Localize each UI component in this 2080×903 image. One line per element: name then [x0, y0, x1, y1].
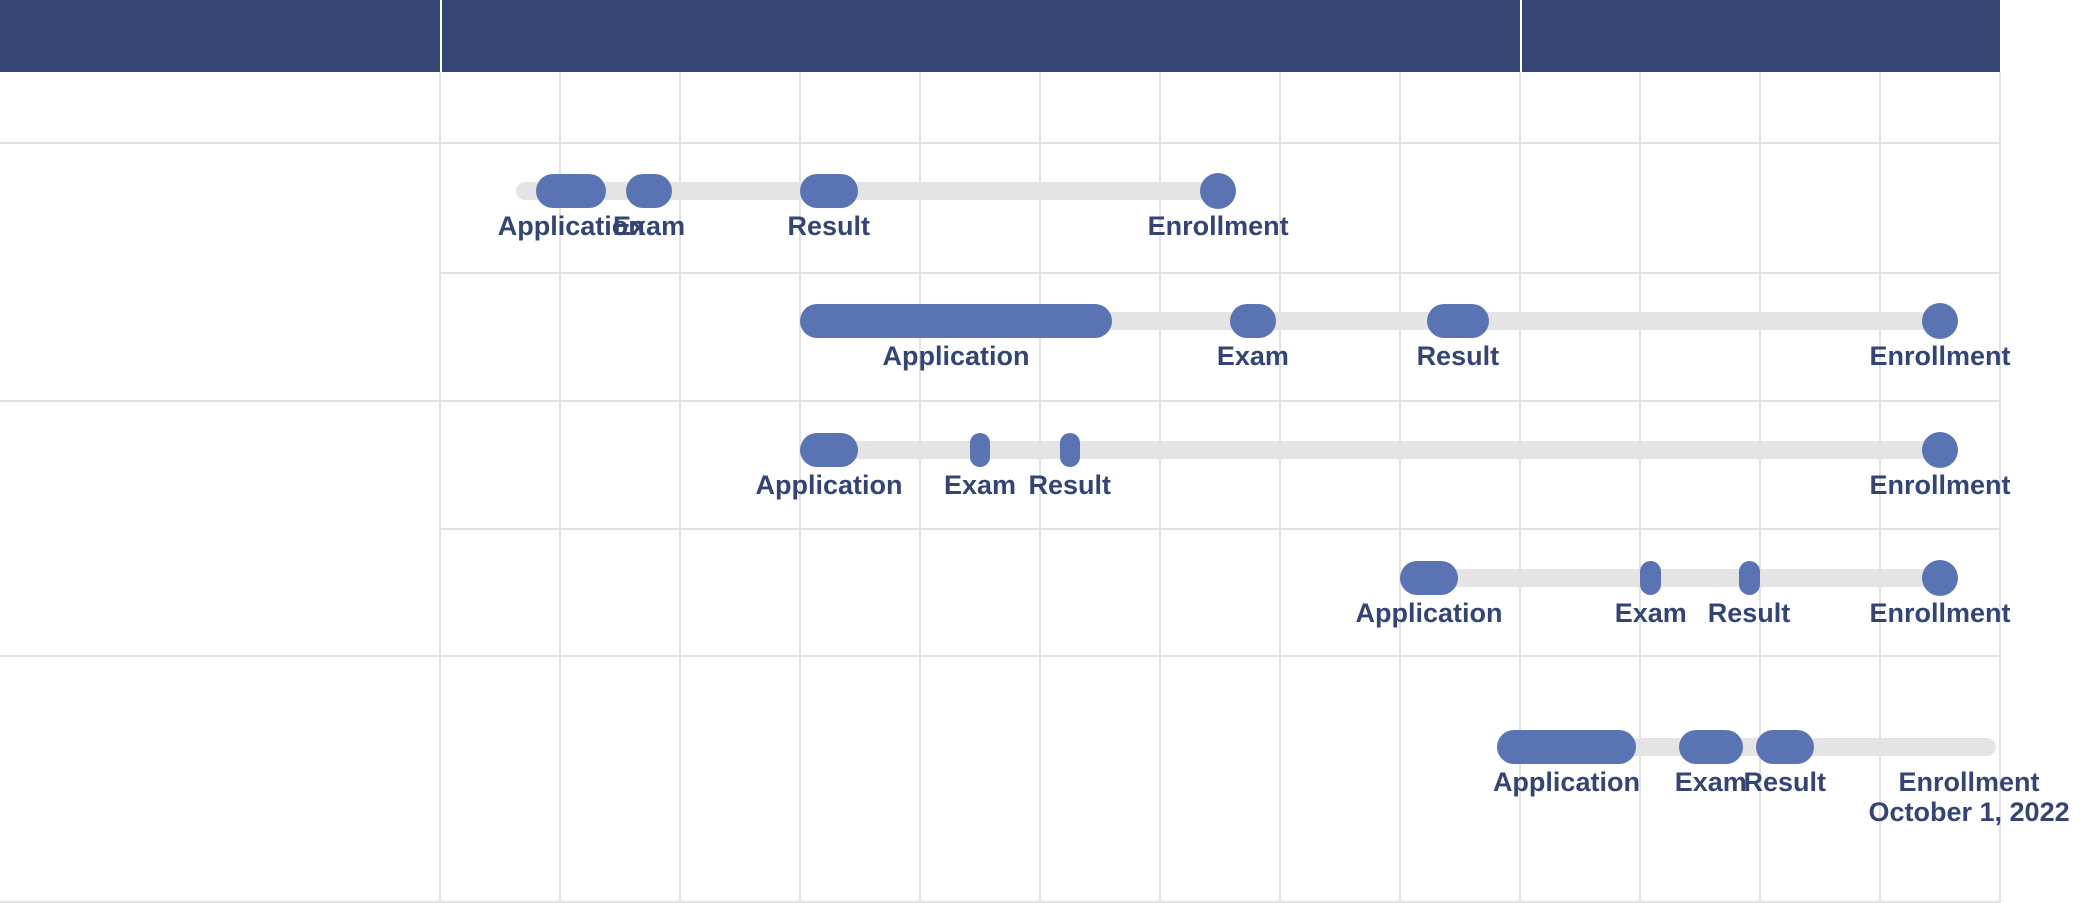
event-bar-result: [1755, 730, 1815, 764]
timeline-track: [516, 182, 1219, 200]
event-label: Application: [755, 470, 903, 500]
month-label: [800, 72, 920, 143]
grid-line-vertical: [559, 72, 561, 903]
event-label: Application: [497, 211, 645, 241]
event-bar-result: [1060, 433, 1080, 467]
event-dot-enrollment: [1200, 173, 1237, 209]
event-label: Exam: [1216, 341, 1289, 371]
enrollment-date-note: October 1, 2022: [1868, 797, 2070, 827]
month-label: [1400, 72, 1520, 143]
event-label: Enrollment: [1869, 470, 2011, 500]
grid-line-vertical: [1519, 72, 1521, 903]
header-corner: [0, 0, 440, 72]
event-bar-exam: [1678, 730, 1743, 764]
month-label: [560, 72, 680, 143]
event-label: Exam: [613, 211, 686, 241]
month-label: [920, 72, 1040, 143]
event-label: Exam: [1674, 767, 1747, 797]
event-bar-application: [1496, 730, 1637, 764]
grid-line-vertical: [1879, 72, 1881, 903]
month-label: [1640, 72, 1760, 143]
event-label: Enrollment: [1869, 598, 2011, 628]
grid-line-vertical: [439, 72, 441, 903]
year-label: [1520, 0, 2000, 72]
grid-line-vertical: [799, 72, 801, 903]
grid-line-horizontal: [0, 400, 2000, 402]
month-label: [440, 72, 560, 143]
timeline-track: [1400, 569, 1940, 587]
year-separator: [1520, 0, 1522, 72]
grid-line-vertical: [1999, 72, 2001, 903]
event-bar-exam: [970, 433, 990, 467]
event-dot-enrollment: [1922, 560, 1958, 596]
grid-line-horizontal: [0, 655, 2000, 657]
month-label: [1880, 72, 2000, 143]
event-label: Result: [1416, 341, 1500, 371]
year-separator: [440, 0, 442, 72]
event-dot-enrollment: [1922, 303, 1958, 339]
year-header-band: [440, 0, 1520, 72]
event-bar-result: [1738, 561, 1760, 595]
event-bar-exam: [1640, 561, 1662, 595]
grid-line-horizontal: [440, 528, 2000, 530]
event-bar-result: [800, 174, 859, 208]
event-label: Application: [882, 341, 1030, 371]
event-label: Result: [1028, 470, 1112, 500]
month-label: [680, 72, 800, 143]
grid-line-vertical: [1399, 72, 1401, 903]
grid-line-vertical: [1759, 72, 1761, 903]
event-bar-result: [1427, 304, 1490, 338]
event-label: Result: [1707, 598, 1791, 628]
event-bar-application: [536, 174, 607, 208]
event-bar-application: [800, 304, 1112, 338]
month-label: [1040, 72, 1160, 143]
month-label: [1760, 72, 1880, 143]
event-label: Enrollment: [1147, 211, 1289, 241]
event-label: Enrollment: [1898, 767, 2040, 797]
month-label: [1160, 72, 1280, 143]
event-label: Application: [1355, 598, 1503, 628]
timeline-track: [800, 441, 1940, 459]
grid-line-vertical: [1039, 72, 1041, 903]
event-bar-exam: [1229, 304, 1277, 338]
grid-line-vertical: [1639, 72, 1641, 903]
event-bar-application: [1400, 561, 1459, 595]
event-label: Enrollment: [1869, 341, 2011, 371]
year-label: [440, 0, 1520, 72]
grid-line-vertical: [919, 72, 921, 903]
event-label: Exam: [1614, 598, 1687, 628]
grid-line-horizontal: [440, 272, 2000, 274]
grid-line-horizontal: [0, 142, 2000, 144]
grid-line-horizontal: [0, 901, 2000, 903]
event-label: Application: [1492, 767, 1640, 797]
event-label: Result: [787, 211, 871, 241]
grid-line-vertical: [1159, 72, 1161, 903]
year-header-band: [1520, 0, 2000, 72]
event-label: Result: [1743, 767, 1826, 797]
event-dot-enrollment: [1922, 432, 1958, 468]
event-bar-application: [800, 433, 859, 467]
grid-line-vertical: [679, 72, 681, 903]
event-bar-exam: [625, 174, 673, 208]
month-label: [1520, 72, 1640, 143]
grid-line-vertical: [1279, 72, 1281, 903]
event-label: Exam: [944, 470, 1017, 500]
month-label: [1280, 72, 1400, 143]
